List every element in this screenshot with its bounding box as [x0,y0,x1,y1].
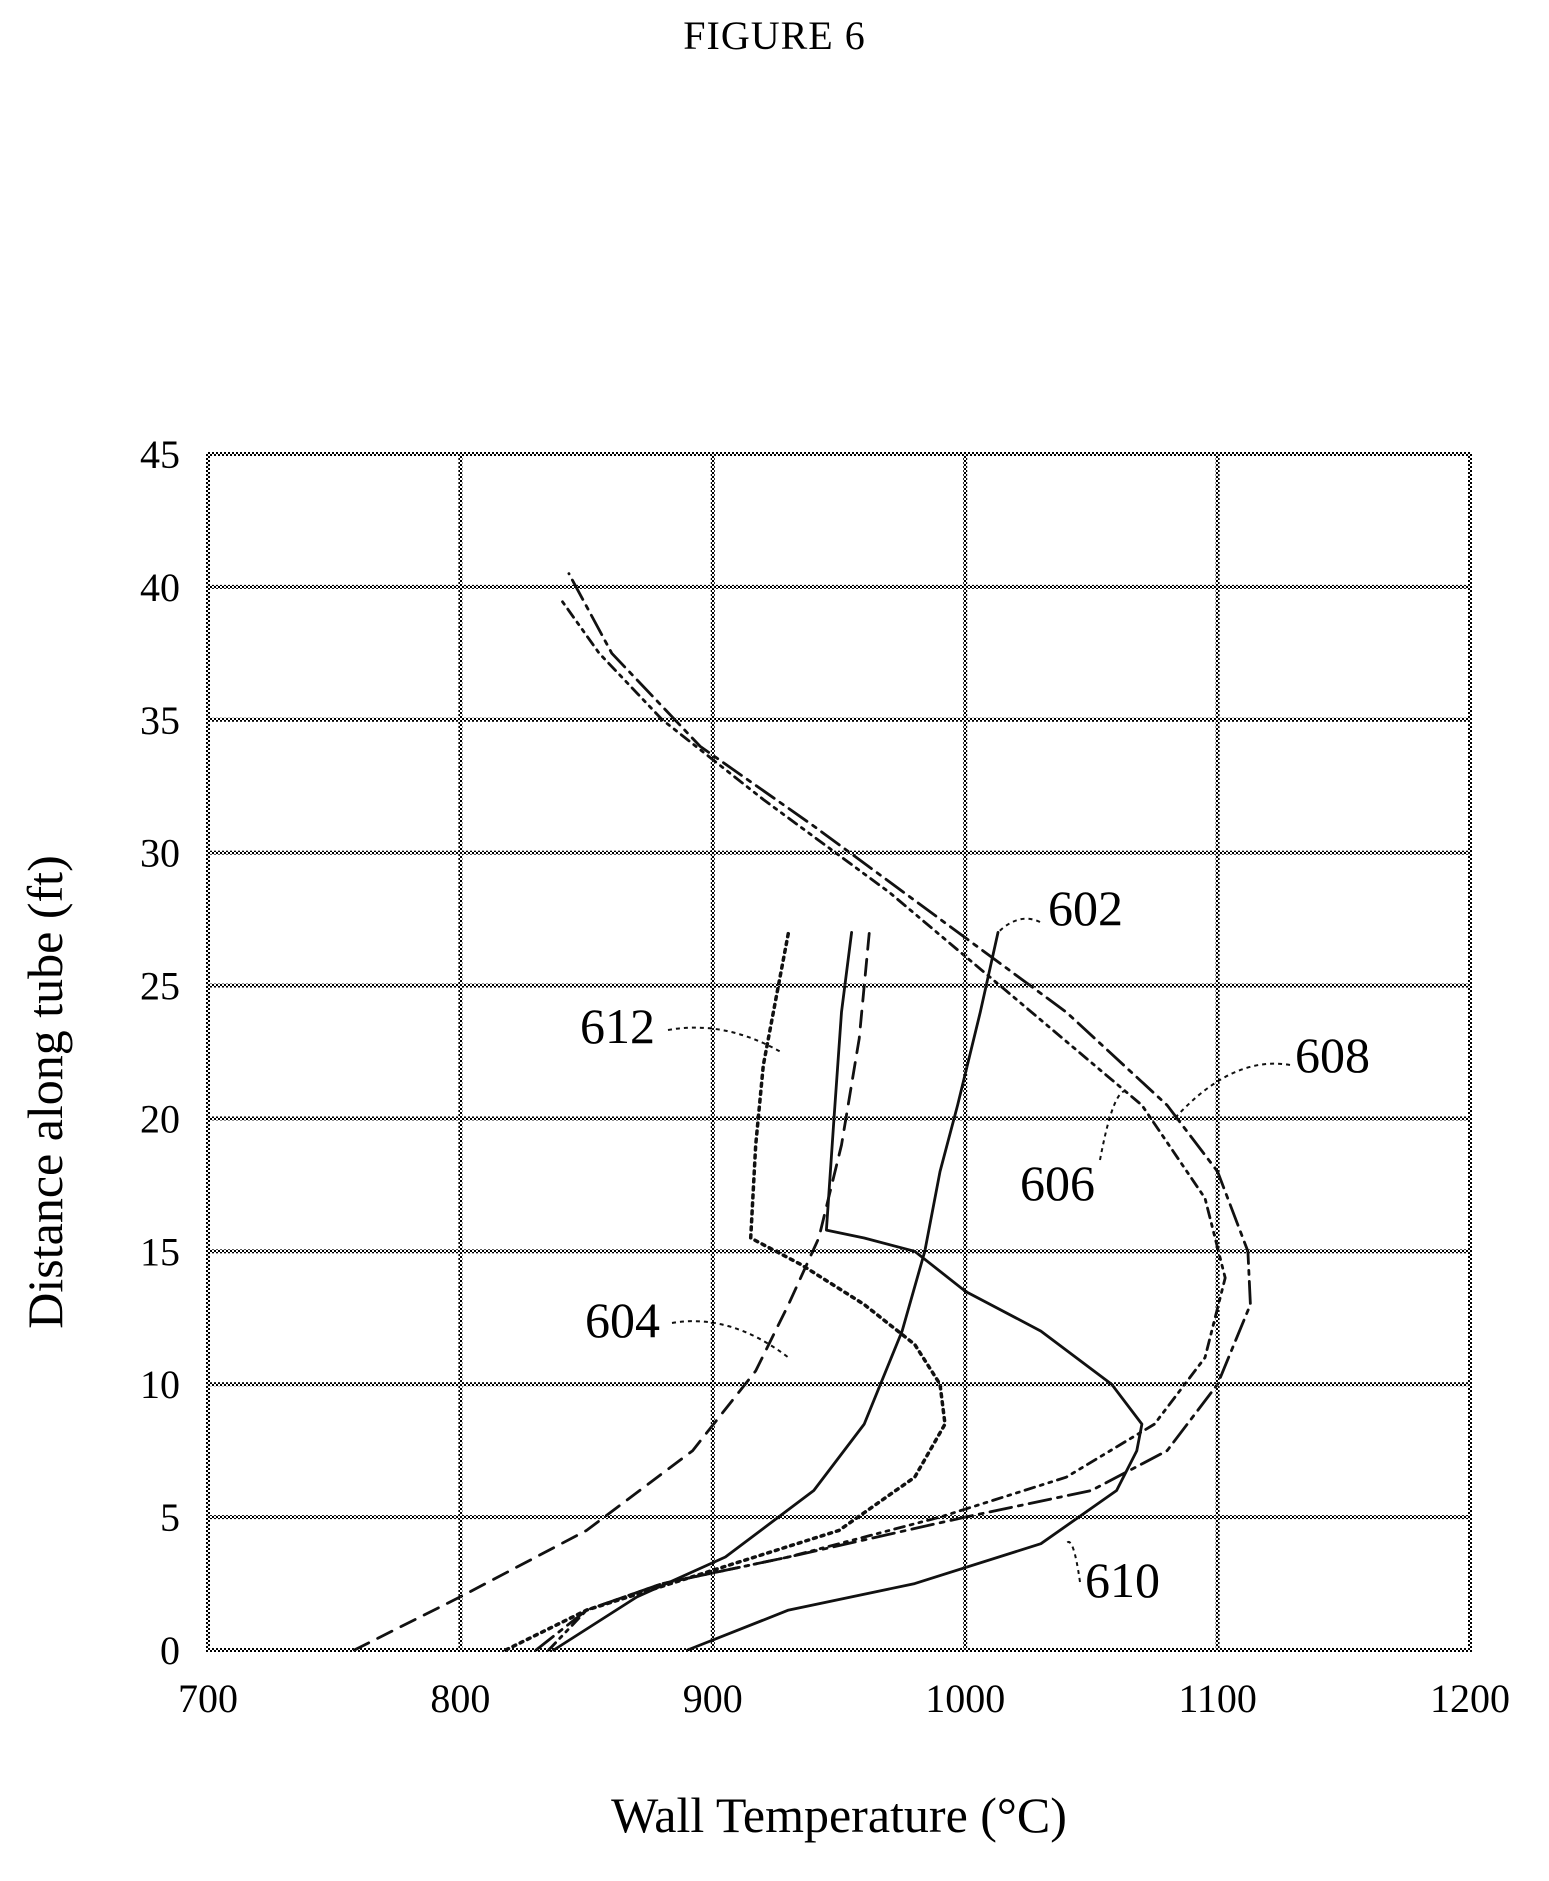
x-tick-label: 900 [683,1676,743,1721]
y-axis-label: Distance along tube (ft) [17,855,73,1328]
x-tick-label: 800 [430,1676,490,1721]
tick-labels: 700 800 900 1000 1100 1200 0 5 10 15 20 25 30 35 40 45 [140,432,1510,1721]
gridline-y-20 [206,1116,1472,1121]
leader-line-608 [1173,1062,1291,1120]
gridline-y-35 [206,717,1472,722]
x-tick-label: 1100 [1178,1676,1257,1721]
reference-label-610: 610 [1085,1552,1160,1608]
y-tick-label: 10 [140,1362,180,1407]
leader-line-610 [1065,1541,1081,1583]
gridline-y-45 [206,452,1472,456]
reference-label-608: 608 [1295,1027,1370,1083]
reference-label-606: 606 [1020,1155,1095,1211]
series-line-610 [686,931,1144,1652]
series-line-608 [534,572,1252,1652]
reference-label-612: 612 [580,998,655,1054]
reference-labels: 602 604 606 608 610 612 [580,880,1370,1608]
gridline-y-0 [206,1648,1472,1652]
grid [206,452,1472,1652]
gridline-y-25 [206,983,1472,988]
series-lines [353,572,1252,1652]
series-line-604 [353,931,871,1652]
gridline-y-10 [206,1382,1472,1387]
x-tick-label: 1200 [1430,1676,1510,1721]
reference-label-604: 604 [585,1292,660,1348]
reference-label-602: 602 [1048,880,1123,936]
gridline-y-5 [206,1515,1472,1520]
series-line-606 [547,598,1227,1652]
x-axis-label: Wall Temperature (°C) [611,1787,1067,1843]
y-tick-label: 5 [160,1495,180,1540]
gridline-y-30 [206,850,1472,855]
leader-line-604 [671,1320,790,1359]
gridline-y-40 [206,584,1472,589]
y-tick-label: 0 [160,1628,180,1673]
y-tick-label: 25 [140,964,180,1009]
y-tick-label: 20 [140,1096,180,1141]
leader-line-602 [997,917,1041,934]
gridline-y-15 [206,1249,1472,1254]
gridline-x-700 [206,452,210,1652]
series-line-602 [552,931,1000,1652]
leader-line-606 [1099,1089,1130,1161]
y-tick-label: 45 [140,432,180,477]
y-tick-label: 40 [140,565,180,610]
y-tick-label: 15 [140,1229,180,1274]
y-tick-label: 35 [140,698,180,743]
gridline-x-1000 [963,452,968,1652]
gridline-x-1100 [1215,452,1220,1652]
gridline-x-1200 [1468,452,1472,1652]
y-tick-label: 30 [140,831,180,876]
series-line-612 [504,930,947,1652]
gridline-x-900 [710,452,715,1652]
gridline-x-800 [458,452,463,1652]
x-tick-label: 700 [178,1676,238,1721]
leader-line-612 [667,1026,782,1053]
x-tick-label: 1000 [925,1676,1005,1721]
figure-title: FIGURE 6 [683,13,866,58]
